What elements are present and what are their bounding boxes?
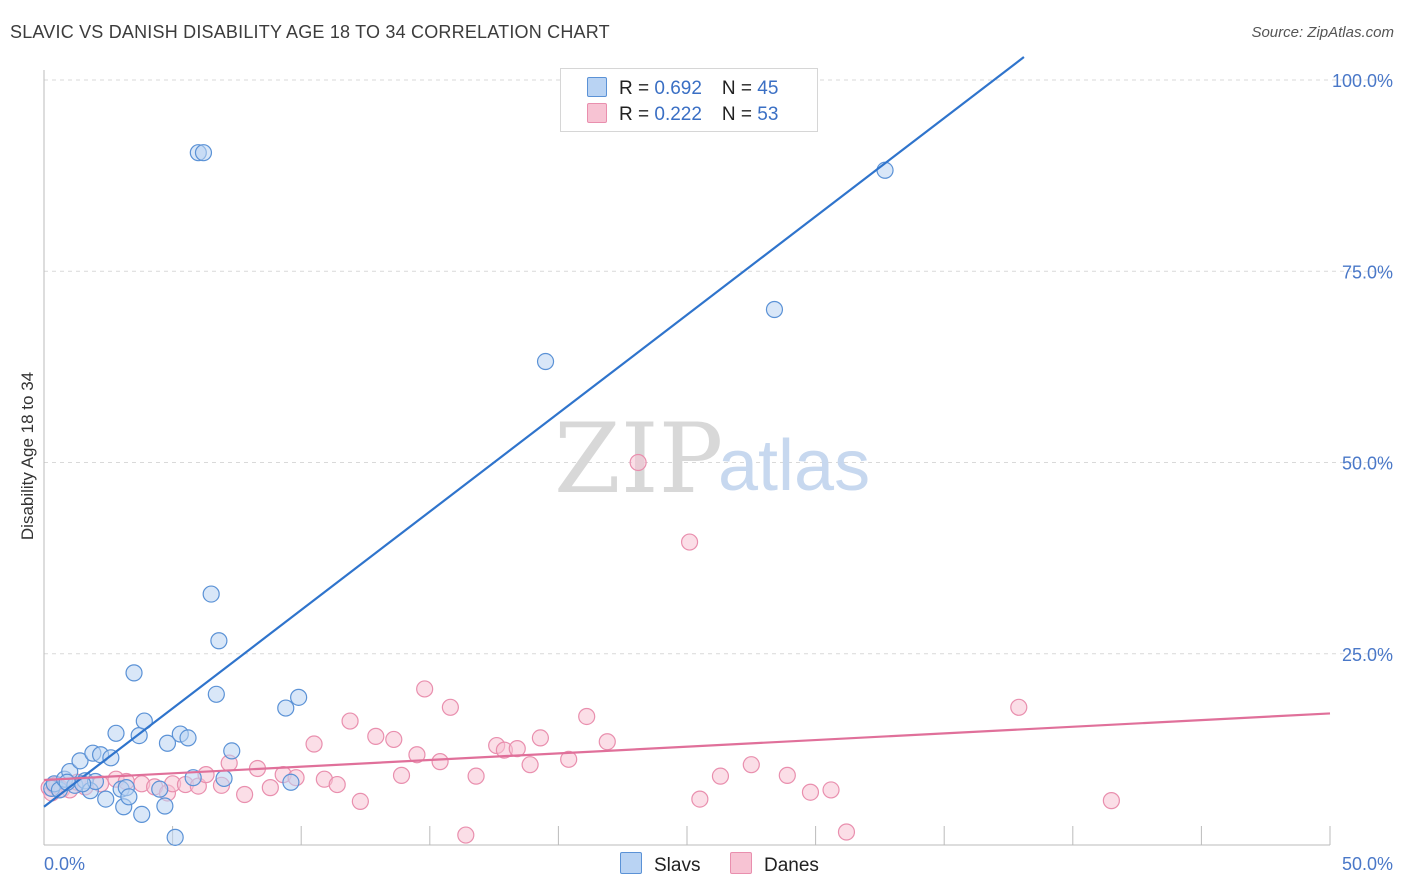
danes-point [680, 533, 699, 551]
slavs-trend-line [43, 56, 1025, 808]
danes-point [351, 792, 369, 810]
slavs-n-label: N = [721, 78, 758, 99]
danes-point [822, 781, 840, 799]
slavs-r-value: 0.692 [654, 78, 702, 99]
legend-row-danes: R = 0.222 N = 53 [587, 103, 778, 127]
danes-point [305, 735, 323, 753]
danes-point [392, 766, 411, 784]
danes-point [1102, 792, 1120, 810]
danes-point [508, 740, 526, 758]
tick-labels: 25.0% 50.0% 75.0% 100.0% 0.0% 50.0% [44, 71, 1393, 874]
danes-point [236, 785, 254, 804]
chart-title: SLAVIC VS DANISH DISABILITY AGE 18 TO 34… [10, 22, 610, 42]
trend-lines [43, 56, 1331, 808]
gridlines [44, 79, 1392, 655]
legend-item-danes[interactable]: Danes [730, 852, 819, 877]
danes-point [1010, 698, 1028, 716]
slavs-point [207, 685, 225, 703]
danes-swatch [587, 103, 607, 123]
danes-point [531, 729, 549, 747]
x-tick-label-50: 50.0% [1342, 854, 1393, 874]
slavs-point [133, 805, 151, 824]
slavs-n-value: 45 [757, 78, 779, 99]
danes-point [578, 707, 596, 726]
danes-point [328, 775, 346, 794]
slavs-point [107, 724, 125, 742]
slavs-point [184, 769, 202, 787]
slavs-point [71, 752, 89, 770]
danes-point [457, 826, 475, 844]
slavs-point [290, 688, 308, 706]
danes-r-label: R = [619, 104, 655, 125]
watermark-atlas: atlas [718, 426, 870, 506]
correlation-legend: R = 0.692 N = 45 R = 0.222 N = 53 [560, 68, 818, 132]
slavs-swatch [587, 77, 607, 97]
danes-point [431, 753, 449, 771]
danes-point [341, 712, 359, 730]
slavs-point [536, 352, 555, 371]
slavs-point [179, 729, 197, 747]
slavs-point [194, 144, 213, 162]
danes-point [385, 730, 403, 749]
danes-point [441, 698, 459, 716]
slavs-point [125, 664, 143, 682]
danes-n-value: 53 [757, 104, 779, 125]
slavs-point [282, 773, 300, 791]
danes-point [416, 680, 434, 698]
slavs-point [158, 734, 177, 752]
danes-point [598, 733, 616, 751]
slavs-legend-label: Slavs [654, 855, 701, 876]
slavs-point [166, 828, 184, 846]
source-credit: Source: ZipAtlas.com [1251, 24, 1394, 41]
danes-legend-label: Danes [764, 855, 819, 876]
danes-point [742, 756, 760, 774]
watermark: ZIP atlas [554, 403, 870, 515]
danes-trend-line [43, 712, 1331, 782]
y-tick-label-25: 25.0% [1342, 645, 1393, 665]
slavs-point [223, 742, 241, 760]
slavs-point [151, 780, 169, 798]
legend-item-slavs[interactable]: Slavs [620, 852, 700, 877]
danes-point [367, 727, 385, 745]
legend-row-slavs: R = 0.692 N = 45 [587, 77, 778, 101]
danes-point [837, 823, 856, 841]
slavs-point [156, 797, 174, 815]
danes-n-label: N = [721, 104, 758, 125]
slavs-legend-swatch [620, 852, 642, 874]
slavs-point [215, 769, 233, 788]
danes-point [801, 783, 820, 801]
danes-point [560, 750, 578, 768]
danes-point [711, 767, 730, 785]
danes-point [261, 779, 279, 797]
slavs-r-label: R = [619, 78, 655, 99]
x-tick-label-0: 0.0% [44, 854, 85, 874]
danes-legend-swatch [730, 852, 752, 874]
slavs-point [210, 632, 228, 650]
danes-point [467, 767, 485, 785]
slavs-point [120, 788, 138, 806]
slavs-point [765, 300, 784, 319]
danes-point [691, 790, 709, 808]
y-tick-label-50: 50.0% [1342, 454, 1393, 474]
danes-point [778, 766, 796, 784]
slavs-point [277, 699, 295, 717]
danes-r-value: 0.222 [654, 104, 702, 125]
slavs-point [97, 790, 115, 808]
slavs-point [202, 585, 220, 603]
slavs-points [43, 144, 894, 846]
y-tick-label-100: 100.0% [1332, 71, 1393, 91]
danes-point [408, 746, 426, 764]
danes-point [521, 756, 539, 774]
danes-point [629, 453, 647, 472]
y-tick-label-75: 75.0% [1342, 262, 1393, 282]
